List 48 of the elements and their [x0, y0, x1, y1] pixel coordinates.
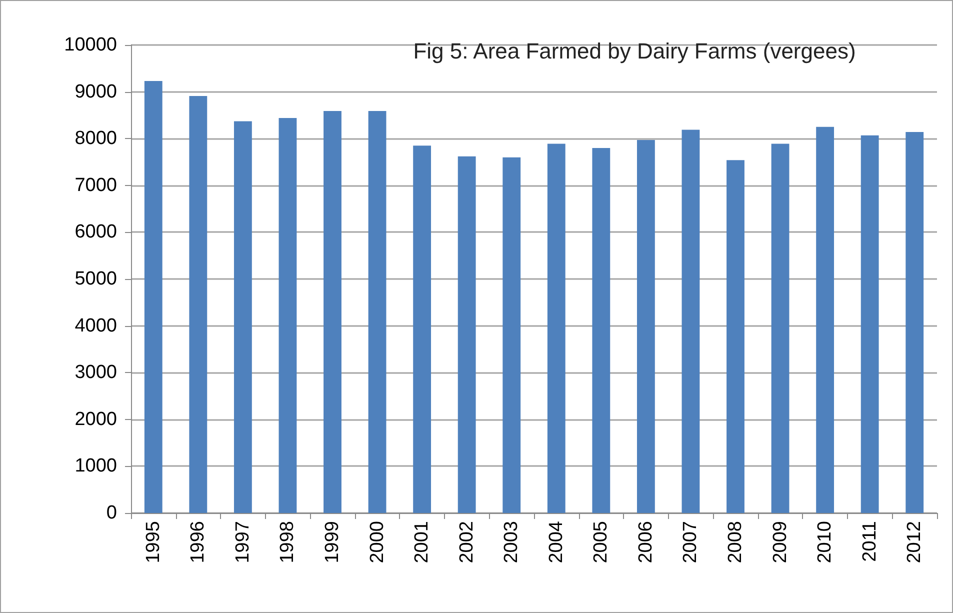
- bar: [682, 130, 700, 513]
- x-tick-label: 1999: [322, 521, 343, 564]
- x-tick-label: 2011: [859, 521, 880, 562]
- y-tick-label: 10000: [64, 34, 117, 56]
- x-tick-label: 2009: [770, 521, 791, 564]
- bar: [726, 160, 744, 513]
- x-tick-label: 2008: [725, 521, 746, 564]
- x-tick-label: 2002: [456, 521, 478, 564]
- bar: [144, 81, 162, 513]
- x-tick-label: 2007: [680, 521, 702, 564]
- chart-title: Fig 5: Area Farmed by Dairy Farms (vergees): [413, 38, 856, 64]
- y-tick-label: 8000: [74, 128, 117, 150]
- bar: [636, 140, 655, 513]
- x-tick-label: 2010: [814, 521, 836, 564]
- x-tick-label: 2003: [501, 521, 522, 564]
- x-tick-label: 2005: [590, 521, 612, 564]
- bar: [278, 118, 297, 513]
- y-tick-label: 2000: [74, 408, 117, 430]
- bar: [324, 110, 342, 513]
- y-tick-label: 7000: [74, 174, 117, 196]
- bar: [906, 132, 924, 513]
- bar: [502, 157, 521, 513]
- bar: [189, 96, 208, 513]
- y-tick-label: 5000: [74, 268, 117, 290]
- bar: [234, 121, 252, 513]
- x-tick-label: 1996: [188, 521, 209, 564]
- x-tick-label: 2012: [904, 521, 926, 564]
- x-tick-label: 2001: [412, 521, 433, 564]
- bar: [816, 126, 834, 513]
- x-tick-label: 1998: [277, 521, 298, 564]
- bar: [547, 144, 566, 513]
- y-tick-label: 4000: [74, 315, 117, 336]
- y-tick-label: 1000: [74, 456, 117, 477]
- bar: [413, 146, 432, 513]
- bar: [368, 110, 386, 513]
- x-tick-label: 1995: [142, 521, 164, 564]
- x-tick-label: 2000: [366, 521, 388, 564]
- x-tick-label: 2006: [635, 521, 656, 564]
- bar: [592, 148, 610, 513]
- y-tick-label: 0: [106, 502, 117, 524]
- bar: [860, 135, 879, 513]
- bar: [771, 144, 790, 513]
- y-tick-label: 6000: [74, 222, 117, 243]
- y-tick-label: 9000: [74, 81, 117, 102]
- bar: [458, 156, 476, 513]
- y-tick-label: 3000: [74, 362, 117, 384]
- x-tick-label: 2004: [546, 520, 567, 564]
- x-tick-label: 1997: [232, 521, 254, 564]
